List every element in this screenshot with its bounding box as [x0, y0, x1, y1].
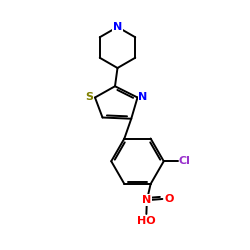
Text: HO: HO: [137, 216, 156, 226]
Text: Cl: Cl: [179, 156, 191, 166]
Text: N: N: [113, 22, 122, 32]
Text: N: N: [138, 92, 147, 102]
Text: S: S: [86, 92, 94, 102]
Text: O: O: [164, 194, 174, 204]
Text: N: N: [142, 195, 152, 205]
